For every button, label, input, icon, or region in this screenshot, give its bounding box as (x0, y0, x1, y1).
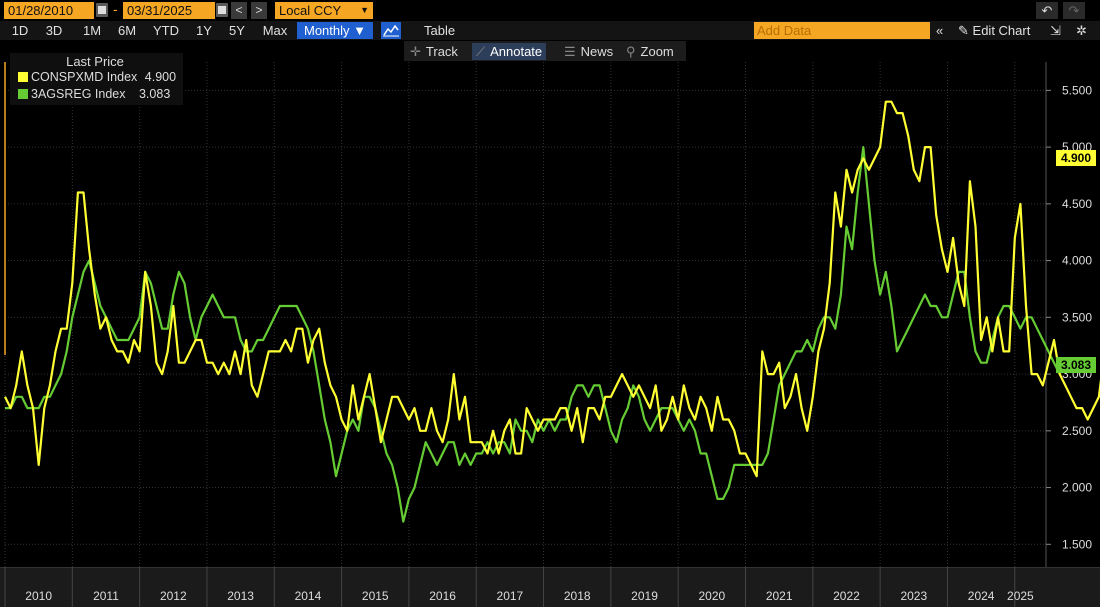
legend-title: Last Price (66, 54, 124, 69)
last-price-tag: 4.900 (1056, 150, 1096, 167)
date-separator: - (113, 1, 118, 17)
y-tick-label: 4.500 (1062, 197, 1092, 211)
x-tick-label: 2015 (362, 589, 389, 603)
track-button[interactable]: ✛ Track (410, 43, 458, 60)
magnifier-icon: ⚲ (626, 44, 636, 59)
x-axis-strip (0, 567, 1100, 607)
x-tick-label: 2021 (766, 589, 793, 603)
period-5y[interactable]: 5Y (229, 23, 245, 38)
top-toolbar: 01/28/2010 - 03/31/2025 < > Local CCY ▼ … (0, 0, 1100, 20)
x-tick-label: 2023 (900, 589, 927, 603)
legend-item-label: CONSPXMD Index (31, 70, 138, 84)
prev-period-button[interactable]: < (231, 2, 247, 19)
legend-swatch (18, 72, 28, 82)
period-1y[interactable]: 1Y (196, 23, 212, 38)
pencil-icon: ✎ (958, 23, 969, 38)
line-tool-icon: ⟋ (476, 44, 486, 59)
frequency-select[interactable]: Monthly ▼ (297, 22, 373, 39)
end-date-input[interactable]: 03/31/2025 (123, 2, 215, 19)
legend-item[interactable]: 3AGSREG Index 3.083 (18, 87, 170, 101)
gear-icon[interactable]: ✲ (1076, 23, 1087, 38)
x-tick-label: 2025 (1007, 589, 1034, 603)
period-toolbar: 1D 3D 1M 6M YTD 1Y 5Y Max Monthly ▼ Tabl… (0, 21, 1100, 40)
y-tick-label: 3.500 (1062, 310, 1092, 324)
track-label: Track (425, 44, 458, 59)
period-max[interactable]: Max (262, 23, 288, 38)
zoom-label: Zoom (640, 44, 674, 59)
calendar-icon[interactable] (96, 3, 108, 17)
period-ytd[interactable]: YTD (153, 23, 179, 38)
x-tick-label: 2024 (968, 589, 995, 603)
y-tick-label: 5.500 (1062, 83, 1092, 97)
series-line-conspxmd (4, 100, 1100, 478)
legend-item[interactable]: CONSPXMD Index 4.900 (18, 70, 176, 84)
collapse-icon[interactable]: « (936, 23, 944, 38)
x-tick-label: 2014 (295, 589, 322, 603)
chevron-down-icon: ▼ (360, 5, 369, 15)
legend-item-value: 4.900 (144, 70, 177, 84)
crosshair-icon: ✛ (410, 44, 421, 59)
x-tick-label: 2022 (833, 589, 860, 603)
x-tick-label: 2010 (25, 589, 52, 603)
calendar-icon[interactable] (216, 3, 228, 17)
chart-tools-bar: ✛ Track ⟋ Annotate ☰ News ⚲ Zoom (404, 41, 686, 61)
line-chart-icon[interactable] (381, 22, 401, 39)
start-date-input[interactable]: 01/28/2010 (4, 2, 94, 19)
period-1m[interactable]: 1M (82, 23, 102, 38)
annotate-label: Annotate (490, 44, 543, 59)
add-data-input[interactable]: Add Data (754, 22, 930, 39)
x-tick-label: 2011 (93, 589, 119, 603)
x-tick-label: 2012 (160, 589, 187, 603)
currency-label: Local CCY (279, 3, 342, 18)
legend-swatch (18, 89, 28, 99)
news-icon: ☰ (564, 44, 576, 59)
x-tick-label: 2013 (227, 589, 254, 603)
edit-chart-button[interactable]: ✎ Edit Chart (958, 22, 1030, 39)
period-1d[interactable]: 1D (11, 23, 29, 38)
x-tick-label: 2017 (497, 589, 524, 603)
edit-chart-label: Edit Chart (972, 23, 1031, 38)
currency-select[interactable]: Local CCY ▼ (275, 2, 373, 19)
legend-item-label: 3AGSREG Index (31, 87, 126, 101)
x-tick-label: 2016 (429, 589, 456, 603)
series-line-3agsreg (5, 146, 1077, 523)
undo-button[interactable]: ↶ (1036, 2, 1058, 19)
news-button[interactable]: ☰ News (564, 43, 613, 60)
news-label: News (580, 44, 614, 59)
period-6m[interactable]: 6M (117, 23, 137, 38)
period-3d[interactable]: 3D (45, 23, 63, 38)
table-view-button[interactable]: Table (424, 23, 456, 38)
redo-button[interactable]: ↷ (1063, 2, 1085, 19)
y-tick-label: 1.500 (1062, 537, 1092, 551)
last-price-tag: 3.083 (1056, 356, 1096, 373)
zoom-button[interactable]: ⚲ Zoom (626, 43, 674, 60)
legend-item-value: 3.083 (138, 87, 171, 101)
y-tick-label: 2.000 (1062, 481, 1092, 495)
y-tick-label: 2.500 (1062, 424, 1092, 438)
x-tick-label: 2020 (698, 589, 725, 603)
y-tick-label: 4.000 (1062, 254, 1092, 268)
next-period-button[interactable]: > (251, 2, 267, 19)
annotate-button[interactable]: ⟋ Annotate (472, 43, 547, 60)
x-tick-label: 2019 (631, 589, 658, 603)
export-icon[interactable]: ⇲ (1050, 23, 1061, 38)
x-tick-label: 2018 (564, 589, 591, 603)
chart-legend[interactable]: Last Price CONSPXMD Index 4.900 3AGSREG … (10, 53, 183, 105)
